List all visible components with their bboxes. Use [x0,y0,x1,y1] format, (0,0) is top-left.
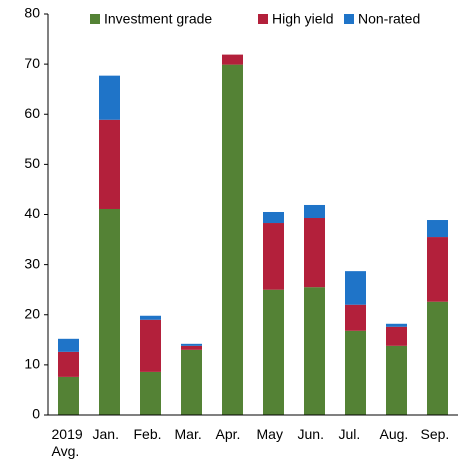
y-tick-label: 40 [24,205,40,221]
legend-swatch [258,14,268,24]
x-tick-label: May [256,426,283,442]
bar-segment [99,119,120,209]
y-tick-label: 0 [32,406,40,422]
bar-segment [345,304,366,331]
legend-label: High yield [272,11,333,27]
x-tick-label: Feb. [133,426,162,442]
bar-segment [99,208,120,415]
bar-segment [263,223,284,290]
x-tick-label: 2019 Avg. [51,426,83,459]
bar-segment [345,271,366,305]
x-tick-label: Jul. [338,426,361,442]
bar-segment [58,376,79,415]
bar-segment [140,371,161,415]
y-tick-label: 30 [24,255,40,271]
bar-segment [386,323,407,327]
bar-segment [427,237,448,302]
bar-segment [58,351,79,377]
bar-segment [427,301,448,415]
legend-label: Non-rated [358,11,420,27]
bar-segment [304,218,325,288]
bar-segment [181,343,202,346]
x-tick-label: Jun. [297,426,324,442]
bar-segment [140,319,161,372]
y-tick-label: 10 [24,356,40,372]
y-tick-label: 80 [24,5,40,21]
bar-segment [263,289,284,415]
legend-label: Investment grade [104,11,212,27]
bar-segment [58,338,79,352]
bar-segment [222,64,243,415]
x-tick-label: Apr. [215,426,241,442]
bar-segment [140,315,161,320]
bar-segment [427,220,448,238]
bar-segment [181,349,202,415]
y-tick-label: 50 [24,155,40,171]
bar-segment [304,287,325,415]
x-tick-label: Aug. [379,426,409,442]
bar-segment [345,330,366,415]
x-tick-label: Mar. [174,426,202,442]
x-tick-label: Jan. [92,426,119,442]
bar-segment [386,345,407,415]
bar-segment [263,211,284,224]
x-tick-label: Sep. [420,426,450,442]
bar-segment [181,345,202,350]
bar-segment [222,54,243,65]
y-tick-label: 70 [24,55,40,71]
bar-segment [386,326,407,346]
bar-segment [304,204,325,219]
y-tick-label: 20 [24,305,40,321]
bar-segment [99,75,120,120]
legend-swatch [90,14,100,24]
legend-swatch [344,14,354,24]
y-tick-label: 60 [24,105,40,121]
